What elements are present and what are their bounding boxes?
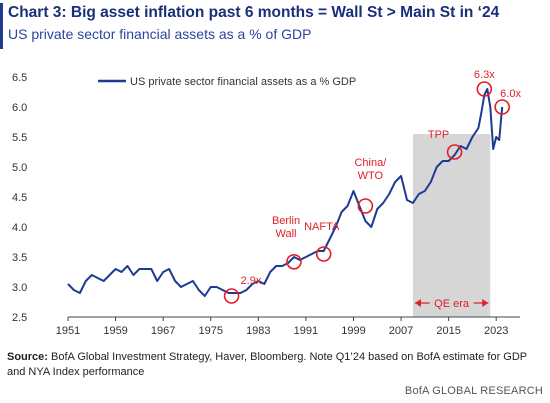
x-tick-label: 2015 (436, 325, 460, 337)
annotation-circle (223, 288, 240, 304)
x-tick-label: 2023 (484, 325, 508, 337)
annotation-label: NAFTA (304, 221, 340, 233)
qe-era-label-bg (429, 295, 474, 311)
source-label: Source: (7, 351, 48, 363)
title-accent-bar (0, 3, 3, 49)
source-note: Source: BofA Global Investment Strategy,… (7, 350, 547, 380)
annotation-layer: 2.9x Berlin Wall NAFTA China/WTO TPP 6.3x 6.0x (223, 69, 521, 304)
qe-era-arrow-right (482, 299, 489, 307)
annotation-circle (446, 144, 463, 160)
annotation-label: 2.9x (241, 275, 262, 287)
source-text: BofA Global Investment Strategy, Haver, … (7, 351, 527, 378)
x-tick-label: 1975 (198, 325, 222, 337)
annotation-circle (476, 81, 493, 97)
y-tick-label: 6.5 (12, 72, 27, 84)
y-tick-label: 5.5 (12, 132, 27, 144)
chart-subtitle: US private sector financial assets as a … (8, 26, 312, 42)
y-tick-label: 4.5 (12, 192, 27, 204)
annotation-label: China/WTO (354, 157, 387, 182)
annotation-label: 6.3x (474, 69, 495, 81)
qe-era-shading: QE era (412, 134, 491, 317)
y-tick-label: 5.0 (12, 162, 27, 174)
y-tick-label: 4.0 (12, 222, 27, 234)
qe-era-band (412, 134, 491, 317)
annotation-circle (357, 198, 374, 214)
series-layer (67, 88, 504, 297)
chart-axes: 2.5 3.0 3.5 4.0 4.5 5.0 5.5 6.0 6.5 1951 1959 1967 1… (12, 72, 520, 337)
x-tick-label: 1999 (341, 325, 365, 337)
series-line (67, 88, 504, 297)
brand-footer: BofA GLOBAL RESEARCH (404, 385, 543, 397)
x-tick-label: 1983 (246, 325, 270, 337)
x-tick-label: 1959 (103, 325, 127, 337)
annotation-label: Berlin Wall (272, 215, 300, 240)
annotation-circle (315, 246, 332, 262)
qe-era-label: QE era (434, 298, 470, 310)
annotation-circle (286, 254, 302, 270)
x-tick-label: 1967 (151, 325, 175, 337)
annotation-label: 6.0x (500, 88, 521, 100)
chart-legend: US private sector financial assets as a … (98, 76, 356, 88)
annotation-circle (494, 99, 510, 115)
y-tick-label: 3.5 (12, 252, 27, 264)
y-tick-label: 6.0 (12, 102, 27, 114)
x-tick-label: 1991 (294, 325, 318, 337)
line-chart: QE era 2.5 3.0 3.5 4.0 4.5 5.0 5.5 6.0 6.5 1951 19… (12, 69, 521, 337)
y-tick-label: 2.5 (12, 312, 27, 324)
annotation-label: TPP (428, 129, 449, 141)
x-tick-label: 2007 (389, 325, 413, 337)
y-tick-label: 3.0 (12, 282, 27, 294)
qe-era-arrow-left (414, 299, 421, 307)
x-tick-label: 1951 (56, 325, 80, 337)
legend-label: US private sector financial assets as a … (130, 76, 356, 88)
chart-title: Chart 3: Big asset inflation past 6 mont… (8, 4, 500, 21)
